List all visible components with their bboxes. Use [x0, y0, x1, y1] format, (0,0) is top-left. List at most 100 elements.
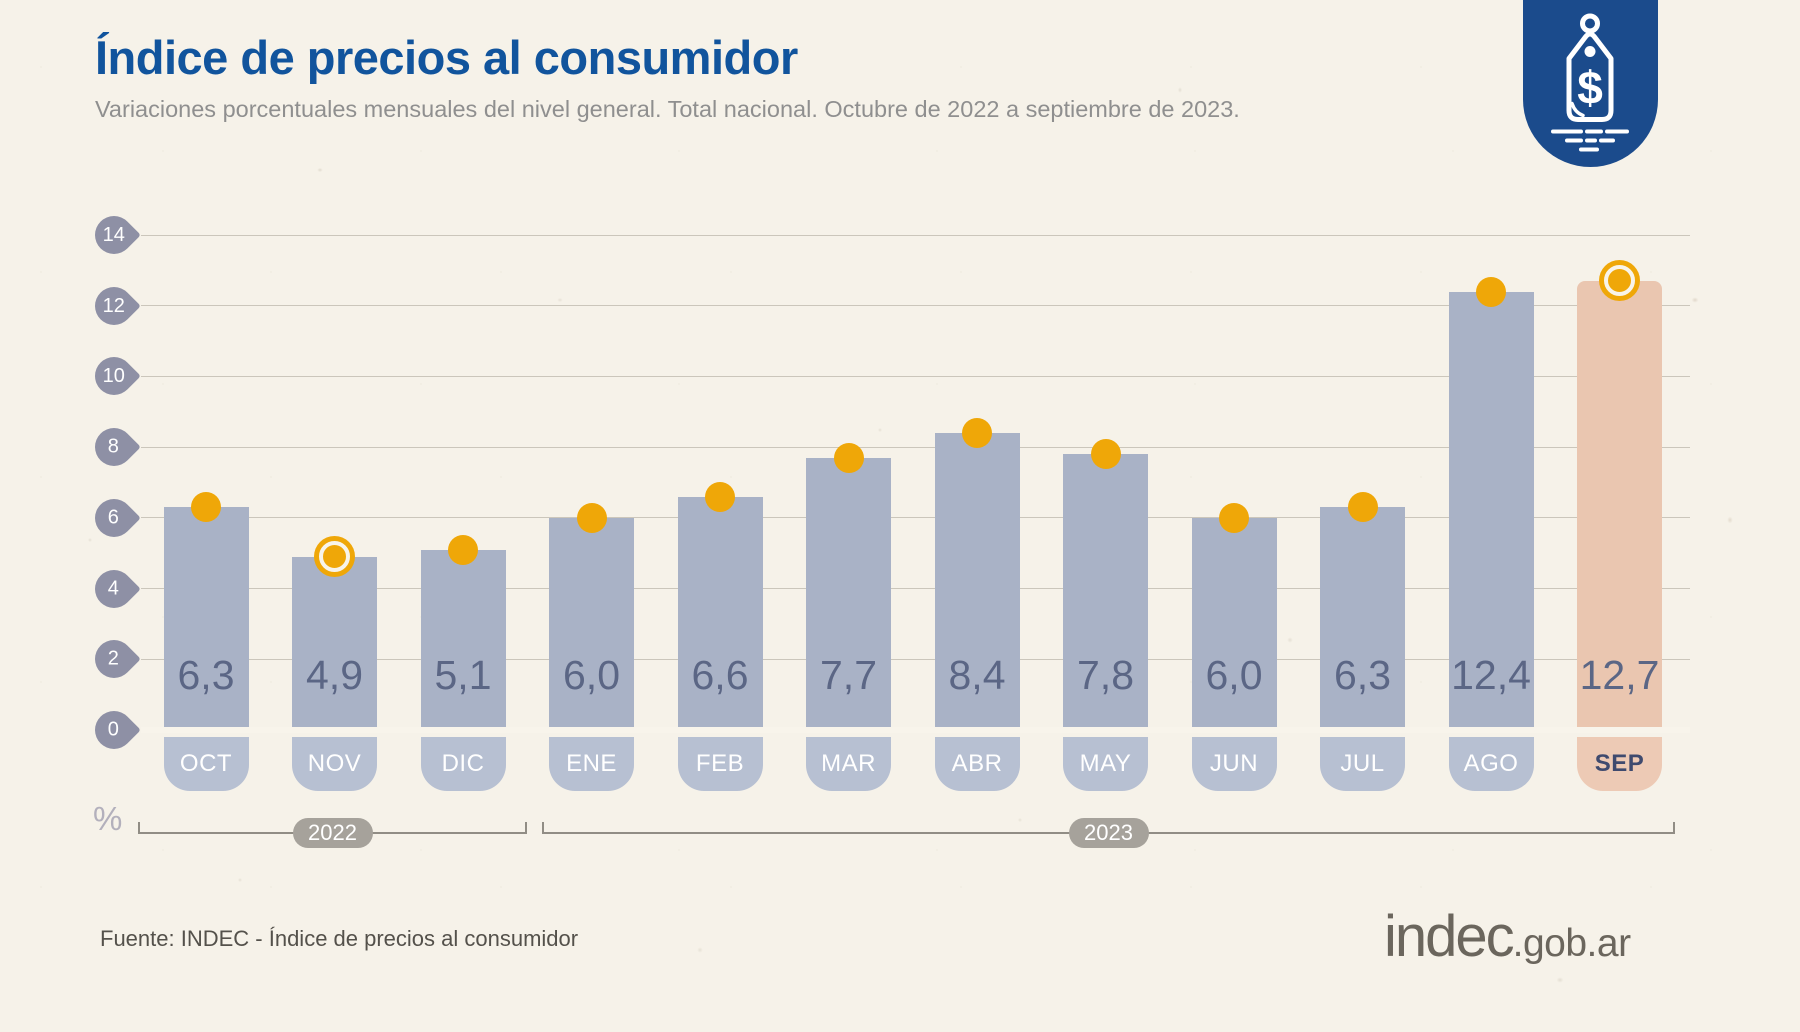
year-bracket-tick [525, 822, 527, 833]
bar-value-label: 4,9 [306, 652, 363, 698]
gridline [141, 517, 1690, 519]
data-point-dic [448, 534, 478, 565]
data-point-jul [1347, 492, 1378, 523]
y-tick-chip-14: 14 [87, 208, 141, 262]
month-label-jun: JUN [1191, 737, 1277, 791]
data-point-jun [1219, 502, 1249, 533]
bar-feb [677, 496, 763, 727]
y-tick-chip-10: 10 [87, 349, 141, 404]
bar-value-label: 6,0 [1205, 652, 1263, 698]
month-label-text: JUN [1209, 750, 1259, 777]
y-tick-label: 6 [108, 506, 120, 529]
bar-value-label: 6,0 [563, 652, 620, 698]
bar-ago [1448, 291, 1534, 727]
ringed-data-point-nov [319, 541, 350, 573]
y-tick-label: 0 [108, 718, 120, 741]
year-bracket-tick [1673, 822, 1675, 833]
y-tick-chip-6: 6 [87, 490, 141, 545]
gridline [141, 375, 1690, 377]
month-label-sep: SEP [1577, 737, 1662, 791]
bar-value-label: 7,7 [820, 652, 877, 698]
month-label-text: SEP [1594, 750, 1645, 777]
y-tick-label: 8 [108, 435, 120, 458]
month-label-feb: FEB [677, 737, 763, 791]
bar-sep [1577, 280, 1662, 727]
y-tick-chip-4: 4 [87, 561, 141, 616]
month-label-text: MAY [1079, 750, 1132, 777]
gridline [141, 234, 1690, 236]
month-label-ene: ENE [549, 737, 634, 791]
year-pill-text: 2023 [1084, 820, 1133, 845]
year-pill-2022: 2022 [292, 818, 373, 848]
bar-value-label: 12,4 [1451, 652, 1531, 698]
data-point-abr [962, 418, 992, 448]
month-label-jul: JUL [1320, 737, 1405, 791]
indec-logo-suffix: .gob.ar [1512, 922, 1631, 965]
y-tick-chip-8: 8 [87, 420, 141, 475]
month-label-may: MAY [1063, 737, 1148, 791]
month-label-text: ENE [566, 750, 617, 777]
bar-value-label: 6,3 [177, 652, 235, 698]
source-note: Fuente: INDEC - Índice de precios al con… [100, 926, 579, 951]
y-tick-chip-12: 12 [87, 278, 141, 333]
month-label-text: OCT [179, 750, 233, 777]
bar-value-label: 6,3 [1334, 652, 1391, 698]
price-tag-icon: $ [1551, 13, 1629, 152]
month-label-text: MAR [821, 750, 876, 777]
bar-mar [806, 457, 891, 727]
month-label-text: AGO [1463, 750, 1519, 777]
gridline [141, 658, 1690, 660]
year-bracket-tick [138, 822, 140, 833]
y-tick-label: 14 [102, 223, 126, 246]
bar-jun [1191, 517, 1277, 727]
indec-logo-main: indec [1384, 904, 1515, 969]
gridline [141, 588, 1690, 590]
bar-value-label: 8,4 [948, 652, 1006, 698]
data-point-mar [833, 442, 864, 473]
data-point-oct [191, 492, 221, 523]
data-point-ene [576, 502, 607, 533]
y-tick-chip-0: 0 [87, 703, 141, 757]
y-tick-label: 2 [108, 647, 120, 670]
x-axis-line [141, 727, 1690, 733]
month-label-mar: MAR [806, 737, 891, 791]
year-bracket-tick [542, 822, 544, 833]
month-label-text: NOV [307, 750, 362, 777]
bar-jul [1320, 507, 1405, 727]
svg-text:$: $ [1577, 62, 1603, 114]
bar-nov [292, 556, 377, 727]
bar-value-label: 7,8 [1077, 652, 1134, 698]
price-tag-badge: $ [1523, 0, 1658, 167]
bar-value-label: 5,1 [434, 652, 492, 698]
y-tick-label: 10 [102, 364, 126, 387]
bar-value-label: 6,6 [691, 652, 749, 698]
month-label-ago: AGO [1448, 737, 1534, 791]
data-point-feb [705, 481, 735, 512]
bar-dic [420, 549, 506, 727]
year-pill-2023: 2023 [1068, 818, 1149, 848]
month-label-oct: OCT [163, 737, 249, 791]
data-point-may [1090, 439, 1121, 470]
data-point-ago [1476, 276, 1506, 307]
bar-may [1063, 454, 1148, 727]
y-tick-chip-2: 2 [87, 632, 141, 687]
ringed-data-point-sep [1604, 265, 1635, 297]
year-pill-text: 2022 [308, 820, 357, 845]
gridline [141, 305, 1690, 307]
month-label-text: ABR [951, 750, 1003, 777]
bar-oct [163, 507, 249, 727]
month-label-text: JUL [1340, 750, 1385, 777]
page-subtitle: Variaciones porcentuales mensuales del n… [95, 96, 1240, 122]
page-title: Índice de precios al consumidor [95, 31, 798, 84]
month-label-text: DIC [441, 750, 485, 777]
month-label-text: FEB [695, 750, 745, 777]
month-label-nov: NOV [292, 737, 377, 791]
bar-abr [934, 433, 1020, 727]
y-axis-unit-label: % [93, 800, 123, 837]
indec-logo: indec .gob.ar [1384, 903, 1631, 970]
bar-ene [549, 517, 634, 727]
y-tick-label: 4 [108, 577, 120, 600]
month-label-dic: DIC [420, 737, 506, 791]
